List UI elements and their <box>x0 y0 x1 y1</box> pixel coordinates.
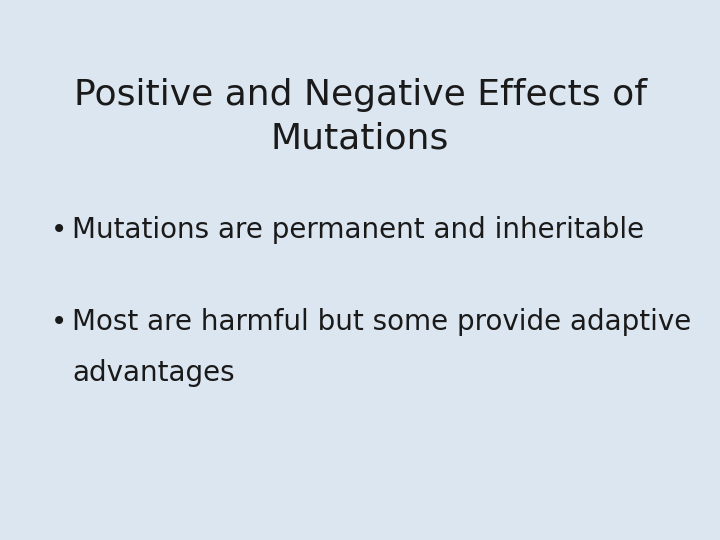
Text: Mutations are permanent and inheritable: Mutations are permanent and inheritable <box>72 216 644 244</box>
Text: Most are harmful but some provide adaptive: Most are harmful but some provide adapti… <box>72 308 691 336</box>
Text: •: • <box>50 216 67 244</box>
Text: •: • <box>50 308 67 336</box>
Text: Positive and Negative Effects of
Mutations: Positive and Negative Effects of Mutatio… <box>73 78 647 156</box>
Text: advantages: advantages <box>72 359 235 387</box>
